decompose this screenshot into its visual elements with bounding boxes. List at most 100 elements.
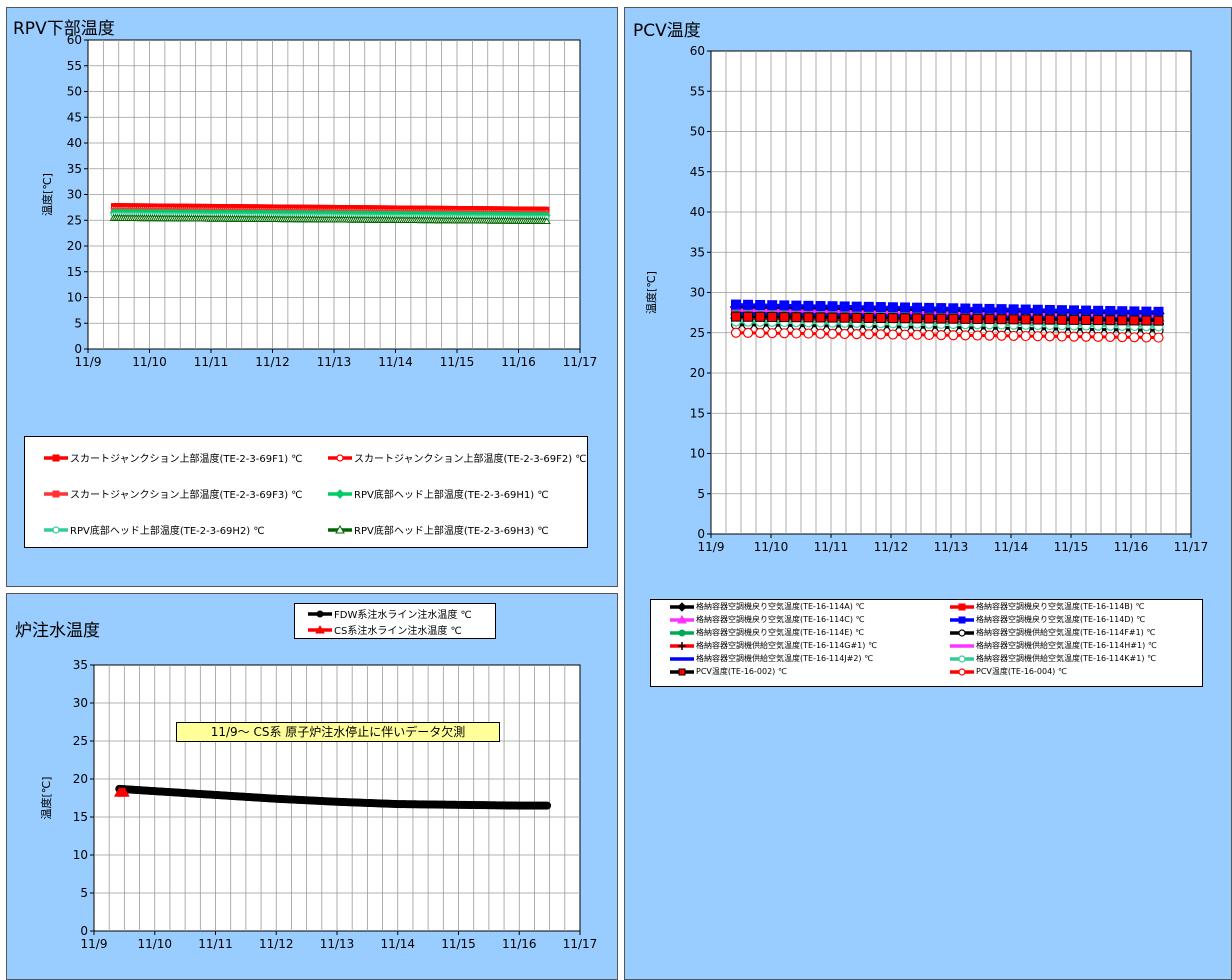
inj-ytick-label: 25: [73, 734, 88, 748]
inj-legend-swatch-marker: [315, 624, 325, 633]
rpv-ytick-label: 50: [67, 85, 82, 99]
pcv-data-point: [948, 313, 959, 324]
rpv-xtick-label: 11/13: [317, 355, 352, 369]
pcv-data-point: [731, 311, 741, 322]
pcv-data-point: [767, 328, 778, 339]
pcv-data-point: [803, 300, 814, 311]
inj-ytick-label: 35: [73, 658, 88, 672]
rpv-legend-label: RPV底部ヘッド上部温度(TE-2-3-69H2) ℃: [70, 526, 265, 537]
pcv-data-point: [960, 313, 971, 324]
rpv-ytick-label: 10: [67, 291, 82, 305]
pcv-data-point: [1068, 331, 1080, 342]
pcv-legend-swatch: [950, 643, 974, 648]
inj-annotation: 11/9～ CS系 原子炉注水停止に伴いデータ欠測: [176, 722, 500, 742]
pcv-data-point: [936, 303, 947, 314]
pcv-xtick-label: 11/15: [1054, 540, 1089, 554]
pcv-data-point: [984, 314, 995, 325]
pcv-data-point: [730, 327, 742, 338]
pcv-legend-item: 格納容器空調機供給空気温度(TE-16-114F#1) ℃: [949, 627, 1155, 638]
pcv-data-point: [912, 313, 923, 324]
inj-legend-item: CS系注水ライン注水温度 ℃: [307, 622, 462, 637]
rpv-ytick-label: 45: [67, 110, 82, 124]
pcv-legend-item: 格納容器空調機戻り空気温度(TE-16-114D) ℃: [949, 614, 1145, 625]
pcv-xtick-label: 11/10: [754, 540, 789, 554]
pcv-data-point: [863, 312, 874, 323]
pcv-ytick-label: 60: [690, 44, 705, 58]
pcv-data-point: [1105, 315, 1116, 326]
pcv-data-point: [803, 328, 814, 339]
rpv-xtick-label: 11/11: [194, 355, 229, 369]
pcv-data-point: [767, 300, 778, 311]
pcv-legend-item: 格納容器空調機供給空気温度(TE-16-114K#1) ℃: [949, 653, 1156, 664]
pcv-data-point: [887, 302, 898, 313]
pcv-panel-title: PCV温度: [633, 21, 701, 41]
pcv-data-point: [996, 330, 1007, 341]
pcv-data-point: [924, 302, 935, 313]
inj-xtick-label: 11/14: [380, 937, 415, 951]
rpv-legend-item: RPV底部ヘッド上部温度(TE-2-3-69H3) ℃: [327, 522, 549, 537]
pcv-data-point: [743, 311, 754, 322]
pcv-legend-label: 格納容器空調機供給空気温度(TE-16-114J#2) ℃: [696, 654, 874, 663]
pcv-data-point: [1032, 314, 1043, 325]
rpv-legend-label: スカートジャンクション上部温度(TE-2-3-69F2) ℃: [354, 454, 587, 465]
pcv-data-point: [887, 329, 899, 340]
pcv-legend-swatch-marker: [677, 601, 687, 612]
pcv-legend-swatch-marker: [958, 654, 966, 663]
pcv-legend-label: 格納容器空調機戻り空気温度(TE-16-114A) ℃: [696, 602, 865, 611]
pcv-data-point: [972, 303, 983, 314]
rpv-ytick-label: 5: [74, 316, 82, 330]
pcv-data-point: [960, 303, 971, 314]
pcv-data-point: [815, 301, 826, 312]
rpv-xtick-label: 11/15: [440, 355, 475, 369]
pcv-data-point: [851, 312, 862, 323]
pcv-data-point: [839, 312, 850, 323]
inj-legend-label: CS系注水ライン注水温度 ℃: [334, 626, 462, 637]
pcv-data-point: [960, 330, 971, 341]
pcv-data-point: [851, 329, 862, 340]
pcv-data-point: [1020, 330, 1031, 342]
pcv-data-point: [1153, 332, 1164, 343]
pcv-data-point: [791, 328, 802, 339]
inj-xtick-label: 11/16: [502, 937, 537, 951]
pcv-plot: 0 5 10 15 20 25 30 35 40 45 50 55 60 11/9 11/10 11/11 11…: [644, 44, 1208, 554]
pcv-ytick-label: 45: [690, 165, 705, 179]
pcv-legend-item: PCV温度(TE-16-002) ℃: [669, 666, 787, 677]
pcv-data-point: [1008, 330, 1019, 342]
pcv-data-point: [1020, 314, 1031, 325]
pcv-legend-swatch: [670, 656, 694, 661]
pcv-data-point: [803, 312, 814, 323]
pcv-data-point: [875, 302, 886, 313]
pcv-data-point: [863, 329, 874, 340]
inj-xtick-label: 11/12: [259, 937, 294, 951]
pcv-data-point: [972, 330, 983, 341]
pcv-data-point: [791, 312, 802, 323]
pcv-data-point: [912, 302, 923, 313]
pcv-data-point: [767, 311, 778, 322]
rpv-ytick-label: 25: [67, 213, 82, 227]
inj-xtick-label: 11/15: [441, 937, 476, 951]
pcv-data-point: [779, 328, 790, 339]
pcv-data-point: [827, 328, 838, 339]
pcv-ytick-label: 10: [690, 447, 705, 461]
pcv-data-point: [996, 314, 1007, 325]
pcv-series-11: [731, 311, 1164, 326]
inj-ylabel: 温度[℃]: [39, 777, 53, 820]
pcv-data-point: [827, 301, 838, 312]
pcv-data-point: [1129, 332, 1140, 343]
rpv-legend-label: RPV底部ヘッド上部温度(TE-2-3-69H1) ℃: [354, 490, 549, 501]
pcv-data-point: [1117, 315, 1128, 326]
pcv-data-point: [936, 329, 947, 341]
rpv-legend-swatch-marker: [52, 454, 60, 461]
pcv-xtick-label: 11/9: [698, 540, 725, 554]
pcv-legend-label: 格納容器空調機戻り空気温度(TE-16-114C) ℃: [696, 615, 865, 624]
inj-xtick-label: 11/11: [198, 937, 233, 951]
inj-legend-swatch-marker: [316, 610, 324, 617]
pcv-data-point: [1044, 331, 1055, 342]
rpv-ytick-label: 35: [67, 162, 82, 176]
pcv-ytick-label: 15: [690, 406, 705, 420]
inj-series-2: [113, 787, 130, 797]
rpv-panel-title: RPV下部温度: [13, 19, 115, 39]
pcv-data-point: [1069, 314, 1079, 325]
pcv-legend-swatch: [670, 629, 694, 636]
